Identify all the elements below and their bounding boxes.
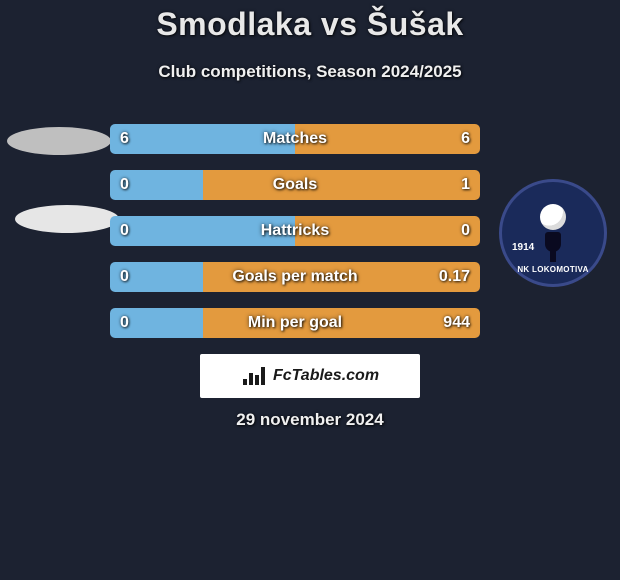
club-badge-lokomotiva: 1914 NK LOKOMOTIVA [499,179,607,287]
football-icon [540,204,566,230]
club-year: 1914 [512,242,534,253]
stat-value-left: 0 [110,216,139,246]
stat-value-left: 6 [110,124,139,154]
comparison-bars: 66Matches01Goals00Hattricks00.17Goals pe… [110,124,480,354]
club-name: NK LOKOMOTIVA [502,265,604,274]
bars-icon [241,365,267,387]
stat-value-left: 0 [110,262,139,292]
stat-fill-right [203,170,480,200]
stat-row: 01Goals [110,170,480,200]
stat-value-right: 944 [433,308,480,338]
player1-club-placeholder [15,205,119,233]
stat-row: 66Matches [110,124,480,154]
vs-separator: vs [321,6,358,42]
infographic-canvas: Smodlaka vs Šušak Club competitions, Sea… [0,0,620,580]
fctables-logo: FcTables.com [200,354,420,398]
brand-text: FcTables.com [273,367,379,385]
stat-value-left: 0 [110,170,139,200]
stat-value-right: 0 [451,216,480,246]
generation-date: 29 november 2024 [0,410,620,430]
stat-row: 0944Min per goal [110,308,480,338]
player1-avatar-placeholder [7,127,111,155]
player1-name: Smodlaka [156,6,311,42]
trophy-icon [542,232,564,262]
stat-value-right: 0.17 [429,262,480,292]
page-title: Smodlaka vs Šušak [0,6,620,43]
player2-name: Šušak [367,6,464,42]
stat-row: 00Hattricks [110,216,480,246]
stat-value-left: 0 [110,308,139,338]
stat-value-right: 1 [451,170,480,200]
player1-club-slot [12,164,122,274]
stat-value-right: 6 [451,124,480,154]
stat-row: 00.17Goals per match [110,262,480,292]
player2-club-slot: 1914 NK LOKOMOTIVA [498,178,608,288]
subtitle: Club competitions, Season 2024/2025 [0,62,620,82]
